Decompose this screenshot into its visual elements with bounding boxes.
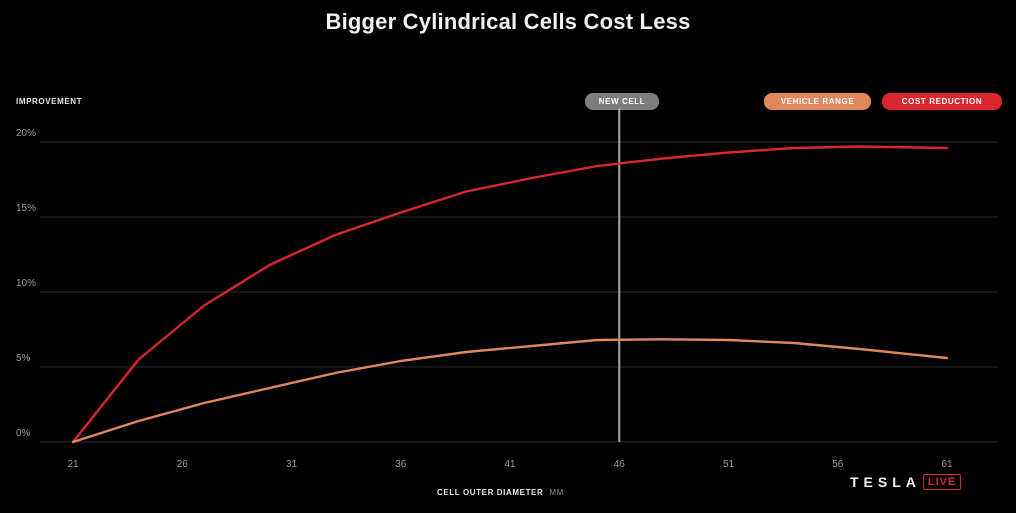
x-tick-label-21: 21 [67,459,79,470]
x-tick-label-51: 51 [723,459,735,470]
y-tick-label-15: 15% [16,203,36,214]
new-cell-marker-label: NEW CELL [585,93,659,110]
x-tick-label-46: 46 [614,459,626,470]
series-line-cost-reduction [71,145,949,444]
y-tick-label-10: 10% [16,278,36,289]
y-tick-labels: 0% 5% 10% 15% 20% [16,128,36,439]
x-tick-labels: 21 26 31 36 41 46 51 56 61 [67,459,953,470]
y-tick-label-20: 20% [16,128,36,139]
legend-vehicle-range: VEHICLE RANGE [764,93,871,110]
x-tick-label-61: 61 [941,459,953,470]
chart-title: Bigger Cylindrical Cells Cost Less [325,9,691,34]
y-axis-title: IMPROVEMENT [16,97,83,106]
y-tick-label-0: 0% [16,428,31,439]
x-axis-unit: MM [549,488,564,497]
tesla-wordmark: TESLA [850,474,921,490]
series-lines [71,145,949,444]
y-tick-label-5: 5% [16,353,31,364]
x-tick-label-26: 26 [177,459,189,470]
grid-lines [40,141,998,443]
x-tick-label-56: 56 [832,459,844,470]
series-line-vehicle-range [71,338,949,444]
legend-cost-reduction: COST REDUCTION [882,93,1002,110]
x-axis-title-text: CELL OUTER DIAMETER [437,488,544,497]
x-axis-title: CELL OUTER DIAMETER MM [437,488,564,497]
x-tick-label-36: 36 [395,459,407,470]
tesla-live-logo: TESLA LIVE [850,474,962,490]
x-tick-label-31: 31 [286,459,298,470]
live-badge: LIVE [922,474,962,490]
x-tick-label-41: 41 [504,459,516,470]
